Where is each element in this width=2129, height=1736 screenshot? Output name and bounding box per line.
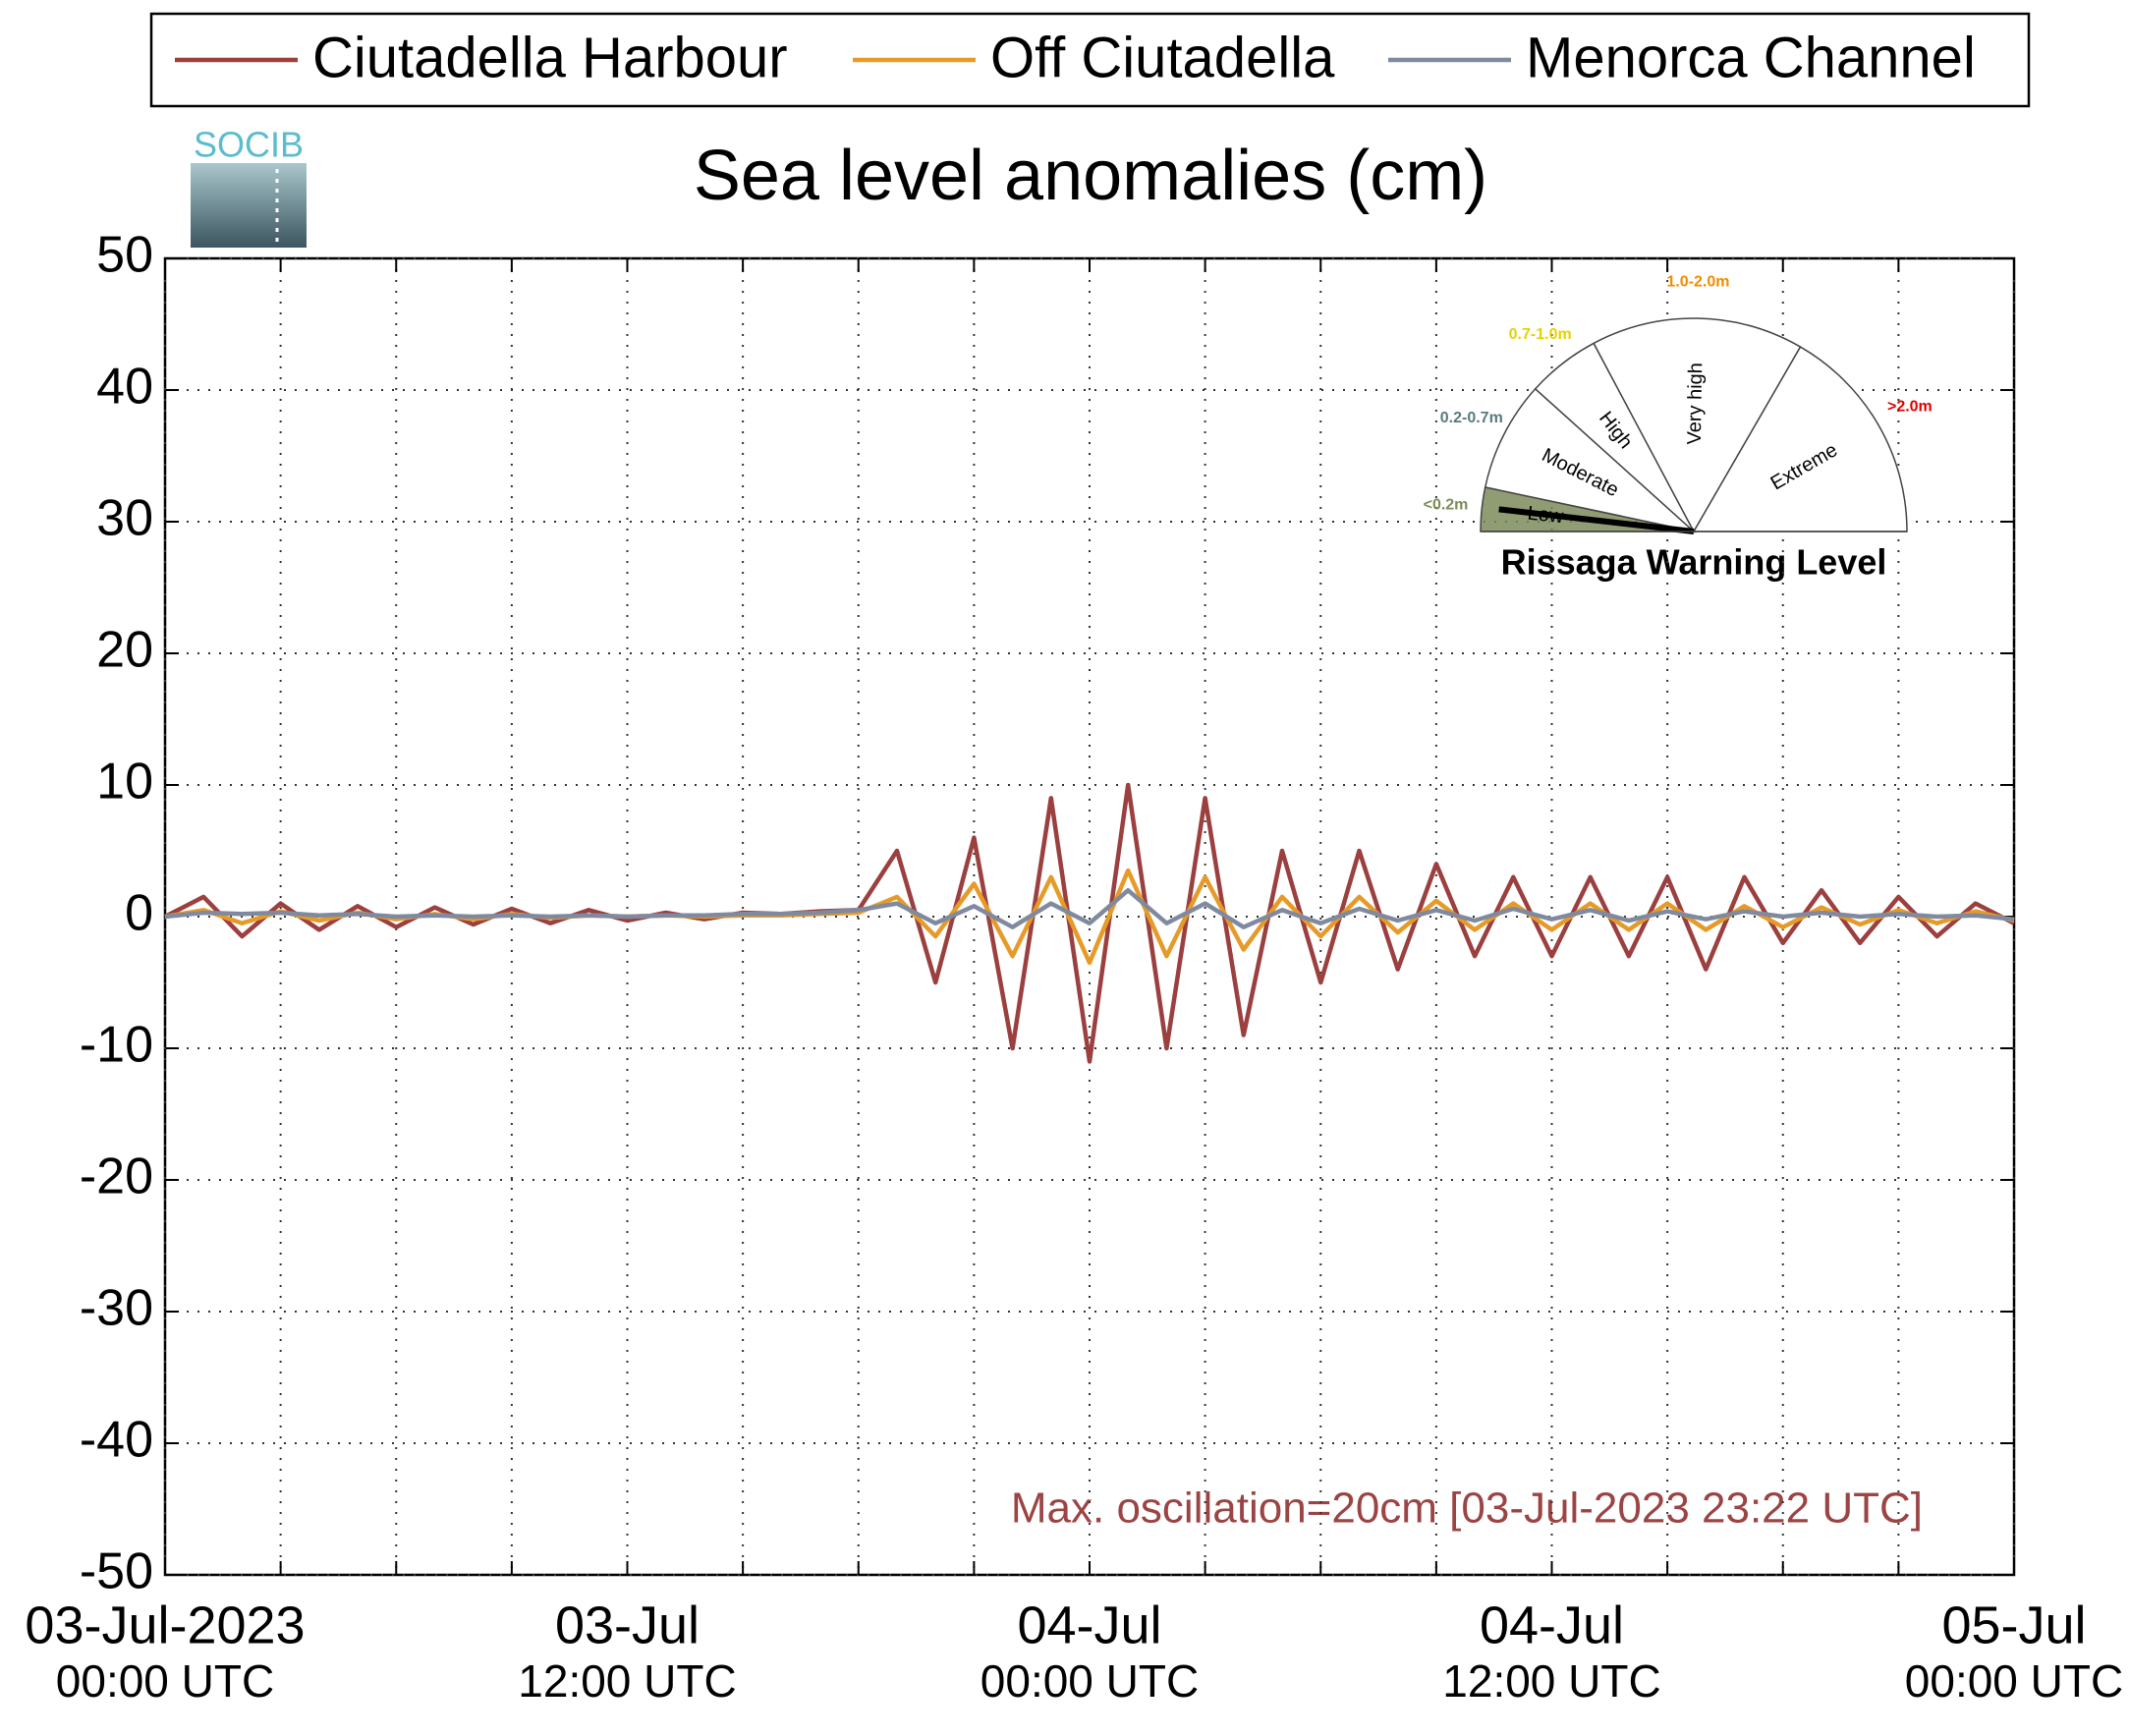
y-tick-label: 40 [96,359,153,416]
y-tick-label: -10 [80,1017,153,1074]
x-tick-label: 03-Jul-2023 [25,1596,305,1654]
gauge-range-label: 1.0-2.0m [1666,273,1729,290]
gauge-sector [1484,387,1697,533]
series-line [164,868,2015,966]
gauge-level-name: Very high [1684,363,1707,445]
gauge-sector [1593,317,1802,533]
x-tick-label: 12:00 UTC [1442,1655,1660,1707]
y-tick-label: -40 [80,1412,153,1469]
legend-label: Ciutadella Harbour [312,26,788,89]
gauge-needle [1498,506,1695,534]
gauge-sector [1692,346,1908,532]
gauge-range-label: >2.0m [1887,398,1933,415]
x-tick-label: 12:00 UTC [518,1655,736,1707]
annotation: Max. oscillation=20cm [03-Jul-2023 23:22… [1011,1484,1923,1533]
legend-label: Menorca Channel [1526,26,1976,89]
y-tick-label: 0 [125,885,153,942]
y-tick-label: -30 [80,1280,153,1337]
y-tick-label: 20 [96,622,153,679]
x-tick-label: 03-Jul [555,1596,700,1654]
chart-title: Sea level anomalies (cm) [694,137,1487,215]
y-tick-label: -50 [80,1543,153,1600]
y-tick-label: 10 [96,754,153,811]
logo-text: SOCIB [194,125,304,165]
y-tick-label: 30 [96,490,153,547]
series-line [163,782,2016,1064]
series-line [164,887,2015,929]
legend-box [149,12,2031,108]
logo: SOCIB [191,125,307,248]
logo-graphic [191,163,307,248]
x-tick-label: 04-Jul [1480,1596,1624,1654]
y-tick-label: 50 [96,227,153,284]
legend-label: Off Ciutadella [990,26,1335,89]
gauge-range-label: 0.7-1.0m [1509,326,1572,343]
x-tick-label: 00:00 UTC [980,1655,1199,1707]
x-tick-label: 00:00 UTC [1905,1655,2123,1707]
gauge-range-label: <0.2m [1424,497,1469,514]
gauge-range-label: 0.2-0.7m [1440,410,1503,426]
y-tick-label: -20 [80,1148,153,1205]
inset-title: Rissaga Warning Level [1501,542,1887,583]
x-tick-label: 05-Jul [1941,1596,2086,1654]
x-tick-label: 00:00 UTC [56,1655,274,1707]
x-tick-label: 04-Jul [1017,1596,1161,1654]
